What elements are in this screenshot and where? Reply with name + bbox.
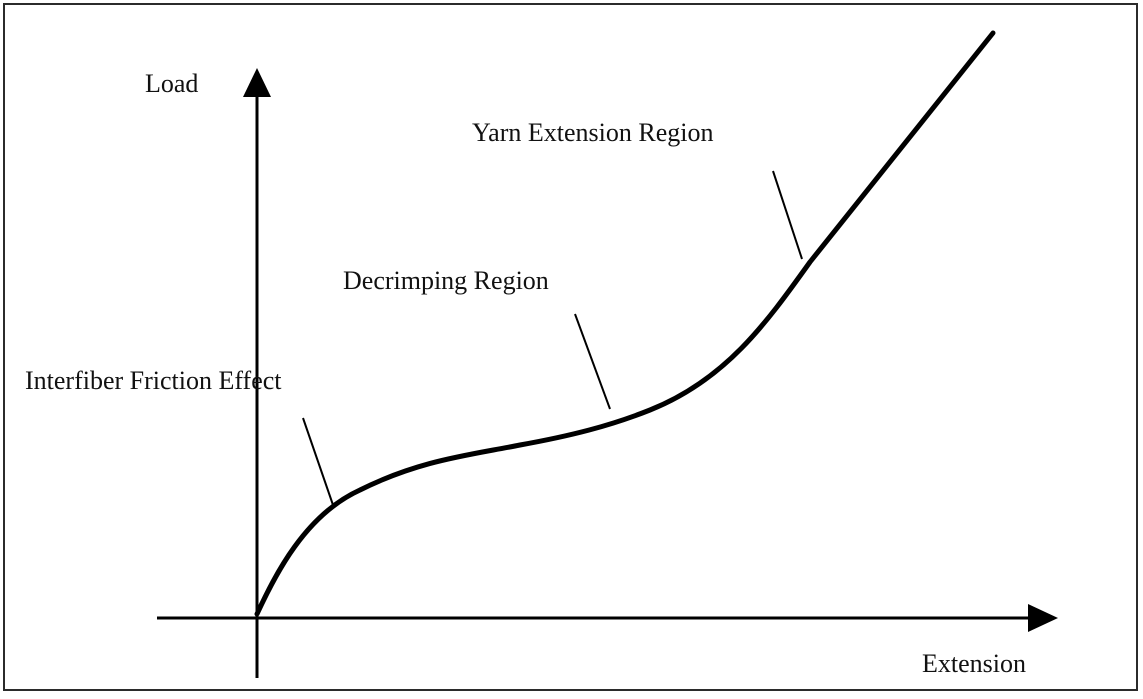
y-axis-arrowhead: [243, 68, 271, 97]
figure-frame: [3, 3, 1138, 691]
interfiber-leader-line: [302, 417, 334, 506]
y-axis-label: Load: [145, 69, 198, 98]
decrimping-leader-line: [574, 313, 611, 410]
yarn-extension-leader-line: [772, 170, 803, 260]
load-extension-curve: [254, 30, 996, 617]
x-axis-label: Extension: [922, 649, 1026, 678]
decrimping-region-label: Decrimping Region: [343, 266, 549, 295]
interfiber-friction-label: Interfiber Friction Effect: [25, 366, 282, 395]
x-axis-arrowhead: [1028, 604, 1058, 632]
yarn-extension-region-label: Yarn Extension Region: [472, 118, 713, 147]
